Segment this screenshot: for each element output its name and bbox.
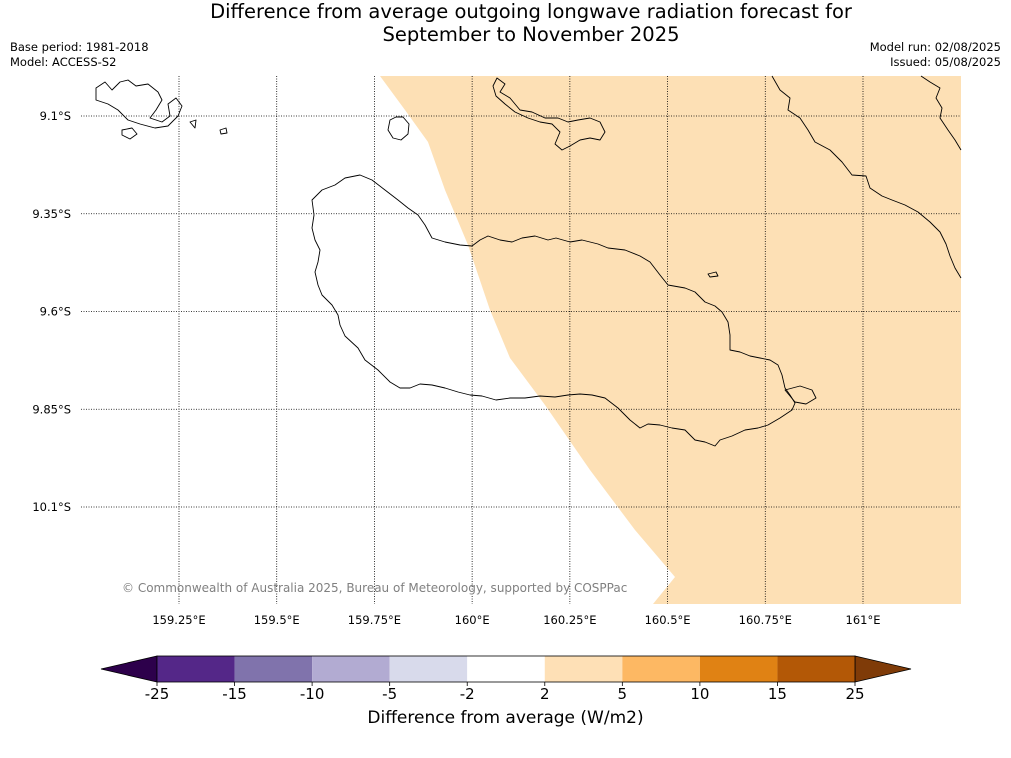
coastline-islet-4 [189,119,197,129]
colorbar-segment [157,656,235,682]
model-run: Model run: 02/08/2025 [869,40,1001,54]
colorbar-label: Difference from average (W/m2) [367,708,644,728]
latitude-tick-label: 9.1°S [40,109,71,123]
latitude-tick-label: 9.6°S [40,305,71,319]
colorbar-under-triangle [100,655,158,683]
longitude-tick-label: 159.25°E [152,613,205,627]
colorbar-segment [234,656,313,682]
coastline-islet-1 [121,127,138,140]
coastline-malaita-east [920,75,962,151]
colorbar-over-triangle [854,655,912,683]
colorbar-segment [389,656,468,682]
coastline-malaita [771,75,962,279]
coastlines [95,75,962,447]
meta-right: Model run: 02/08/2025 Issued: 05/08/2025 [870,40,1001,70]
model-name: Model: ACCESS-S2 [10,55,117,69]
latitude-tick-label: 10.1°S [32,500,71,514]
colorbar-segment [312,656,390,682]
coastline-islet-2 [219,127,228,135]
latitude-gridlines [81,115,961,508]
longitude-tick-label: 159.75°E [348,613,401,627]
longitude-tick-label: 160°E [455,613,490,627]
colorbar-tick-label: 5 [618,685,628,703]
colorbar-segment [699,656,778,682]
longitude-tick-label: 161°E [846,613,881,627]
longitude-tick-label: 160.75°E [739,613,792,627]
base-period: Base period: 1981-2018 [10,40,149,54]
coastline-islet-5 [784,385,817,405]
coastline-florida-islands [492,77,606,151]
title-line-1: Difference from average outgoing longwav… [210,0,852,23]
coastline-russell-islands [95,79,183,129]
coastline-guadalcanal [311,174,796,447]
longitude-tick-label: 160.25°E [543,613,596,627]
colorbar-tick-label: -2 [460,685,475,703]
latitude-tick-label: 9.35°S [32,207,71,221]
colorbar-tick-label: -25 [145,685,170,703]
map-area: © Commonwealth of Australia 2025, Bureau… [81,75,962,604]
longitude-tick-label: 159.5°E [254,613,300,627]
colorbar-tick-label: 15 [768,685,787,703]
meta-left: Base period: 1981-2018 Model: ACCESS-S2 [10,40,149,70]
colorbar-tick-label: 2 [540,685,550,703]
longitude-tick-label: 160.5°E [645,613,691,627]
anomaly-region-2-to-5 [380,76,961,604]
colorbar-tick-label: -10 [300,685,325,703]
colorbar-segment [467,656,545,682]
colorbar-tick-label: 10 [690,685,709,703]
colorbar-tick-label: 25 [845,685,864,703]
colorbar: -25 -15 -10 -5 -2 2 5 10 15 25 [100,655,912,703]
colorbar-segment [777,656,855,682]
colorbar-segment [622,656,700,682]
longitude-gridlines [178,76,864,604]
longitude-tick-labels: 159.25°E 159.5°E 159.75°E 160°E 160.25°E 160.… [152,613,880,627]
colorbar-segment [544,656,623,682]
issued-date: Issued: 05/08/2025 [890,55,1001,69]
latitude-tick-labels: 9.1°S 9.35°S 9.6°S 9.85°S 10.1°S [32,109,71,514]
colorbar-frame [156,655,856,683]
latitude-tick-label: 9.85°S [32,402,71,416]
colorbar-tick-label: -5 [382,685,397,703]
coastline-savo [387,116,410,141]
title-line-2: September to November 2025 [382,23,680,46]
chart-title: Difference from average outgoing longwav… [0,0,1011,46]
copyright-notice: © Commonwealth of Australia 2025, Bureau… [122,581,627,595]
colorbar-tick-label: -15 [222,685,247,703]
coastline-islet-3 [707,271,719,278]
